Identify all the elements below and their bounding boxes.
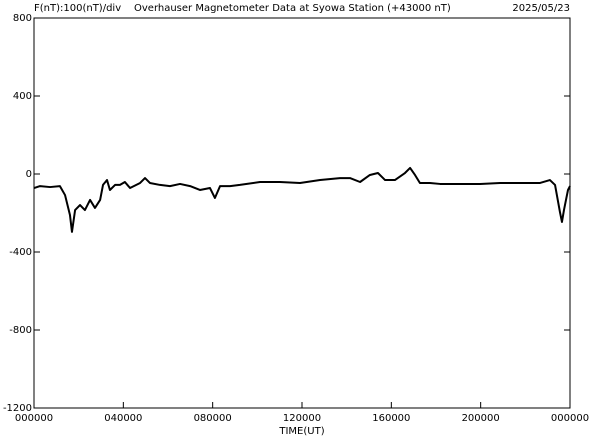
date: 2025/05/23 [512, 3, 570, 14]
y-axis-label: F(nT):100(nT)/div [34, 3, 121, 14]
y-tick-label: -1200 [3, 403, 32, 414]
y-tick-label: -800 [9, 325, 32, 336]
y-tick-label: 800 [13, 13, 32, 24]
y-tick-label: 400 [13, 91, 32, 102]
x-tick-label: 040000 [104, 413, 142, 424]
x-tick-label: 000000 [551, 413, 589, 424]
x-tick-label: 160000 [372, 413, 410, 424]
x-tick-label: 200000 [462, 413, 500, 424]
data-line [33, 166, 571, 233]
x-tick-label: 080000 [194, 413, 232, 424]
x-tick-label: 000000 [15, 413, 53, 424]
x-axis-label: TIME(UT) [278, 426, 324, 437]
chart-title: Overhauser Magnetometer Data at Syowa St… [134, 3, 451, 14]
y-tick-label: 0 [26, 169, 32, 180]
y-tick-label: -400 [9, 247, 32, 258]
x-tick-label: 120000 [283, 413, 321, 424]
